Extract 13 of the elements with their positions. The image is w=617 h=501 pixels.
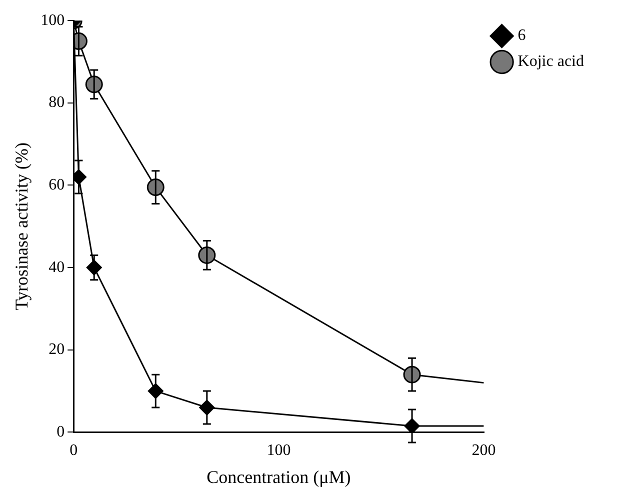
legend-label: Kojic acid bbox=[518, 53, 584, 70]
x-tick-label: 0 bbox=[70, 442, 78, 460]
y-tick-label: 20 bbox=[48, 341, 65, 358]
legend-label: 6 bbox=[518, 27, 526, 44]
y-tick-label: 40 bbox=[48, 258, 65, 276]
x-tick-label: 100 bbox=[266, 442, 291, 460]
y-tick-label: 100 bbox=[40, 12, 65, 29]
y-tick-label: 0 bbox=[56, 423, 65, 440]
y-tick-label: 60 bbox=[48, 176, 65, 194]
x-axis-title: Concentration (μM) bbox=[206, 466, 351, 487]
y-tick-label: 80 bbox=[48, 94, 65, 112]
x-tick-label: 200 bbox=[472, 442, 496, 460]
y-axis-title: Tyrosinase activity (%) bbox=[12, 142, 32, 310]
